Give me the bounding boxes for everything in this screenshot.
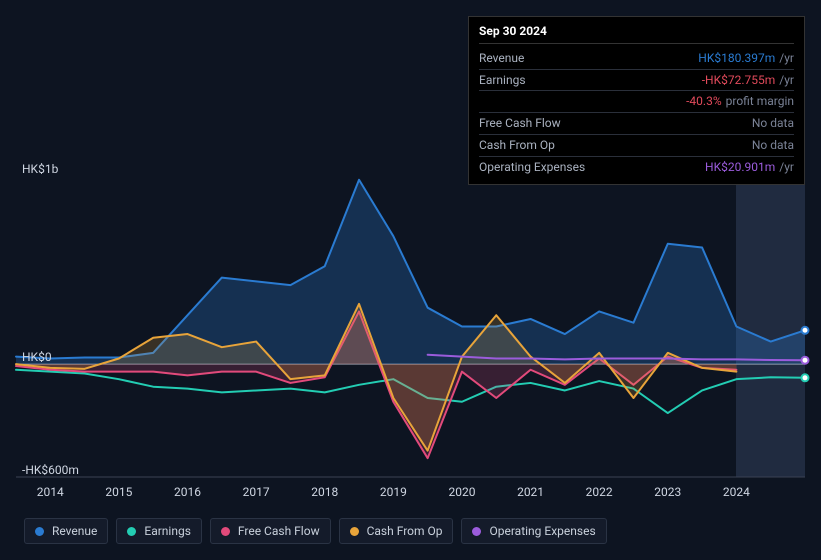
legend-swatch — [127, 527, 136, 536]
x-tick-label: 2020 — [448, 485, 475, 499]
legend-swatch — [35, 527, 44, 536]
legend-item-free-cash-flow[interactable]: Free Cash Flow — [210, 518, 331, 544]
y-tick-label: HK$1b — [22, 162, 58, 176]
tooltip-row-label: Earnings — [479, 72, 526, 89]
x-tick-label: 2023 — [654, 485, 681, 499]
tooltip-row-label: Cash From Op — [479, 137, 555, 154]
x-tick-label: 2024 — [723, 485, 750, 499]
data-tooltip: Sep 30 2024 RevenueHK$180.397m/yrEarning… — [468, 16, 805, 185]
tooltip-row: Cash From Op No data — [479, 135, 794, 157]
tooltip-row-label: Operating Expenses — [479, 159, 585, 176]
legend-label: Free Cash Flow — [238, 524, 320, 538]
tooltip-row: Revenue HK$180.397m/yr — [479, 48, 794, 70]
legend-item-cash-from-op[interactable]: Cash From Op — [339, 518, 454, 544]
x-tick-label: 2017 — [243, 485, 270, 499]
tooltip-row-value: -40.3% — [686, 94, 722, 108]
chart-container: HK$1b HK$0 -HK$600m 2014 2015 2016 2017 2018 20… — [0, 0, 821, 560]
y-tick-label: HK$0 — [22, 350, 52, 364]
legend-label: Operating Expenses — [489, 524, 595, 538]
legend-swatch — [472, 527, 481, 536]
legend-swatch — [221, 527, 230, 536]
legend-label: Earnings — [144, 524, 191, 538]
x-tick-label: 2019 — [380, 485, 407, 499]
tooltip-row: Operating Expenses HK$20.901m/yr — [479, 157, 794, 178]
tooltip-row-value: No data — [752, 138, 794, 152]
legend-swatch — [350, 527, 359, 536]
y-tick-label: -HK$600m — [22, 463, 79, 477]
tooltip-row-suffix: profit margin — [726, 94, 794, 108]
x-tick-label: 2015 — [105, 485, 132, 499]
legend-label: Revenue — [52, 524, 97, 538]
tooltip-row-value: HK$20.901m — [705, 160, 775, 174]
tooltip-row: -40.3% profit margin — [479, 91, 794, 113]
x-tick-label: 2018 — [311, 485, 338, 499]
tooltip-title: Sep 30 2024 — [479, 23, 794, 44]
legend-item-operating-expenses[interactable]: Operating Expenses — [461, 518, 606, 544]
legend-item-revenue[interactable]: Revenue — [24, 518, 108, 544]
x-tick-label: 2022 — [586, 485, 613, 499]
tooltip-row-suffix: /yr — [779, 51, 794, 65]
tooltip-row: Earnings -HK$72.755m/yr — [479, 70, 794, 92]
tooltip-row-label: Free Cash Flow — [479, 115, 561, 132]
legend-label: Cash From Op — [367, 524, 443, 538]
tooltip-row-suffix: /yr — [779, 73, 794, 87]
x-tick-label: 2021 — [517, 485, 544, 499]
x-tick-label: 2016 — [174, 485, 201, 499]
tooltip-row-value: -HK$72.755m — [702, 73, 776, 87]
tooltip-row-value: No data — [752, 116, 794, 130]
tooltip-row: Free Cash Flow No data — [479, 113, 794, 135]
legend: Revenue Earnings Free Cash Flow Cash From O… — [24, 518, 607, 544]
tooltip-row-suffix: /yr — [779, 160, 794, 174]
x-tick-label: 2014 — [37, 485, 64, 499]
tooltip-row-label: Revenue — [479, 50, 524, 67]
legend-item-earnings[interactable]: Earnings — [116, 518, 202, 544]
tooltip-row-value: HK$180.397m — [698, 51, 775, 65]
